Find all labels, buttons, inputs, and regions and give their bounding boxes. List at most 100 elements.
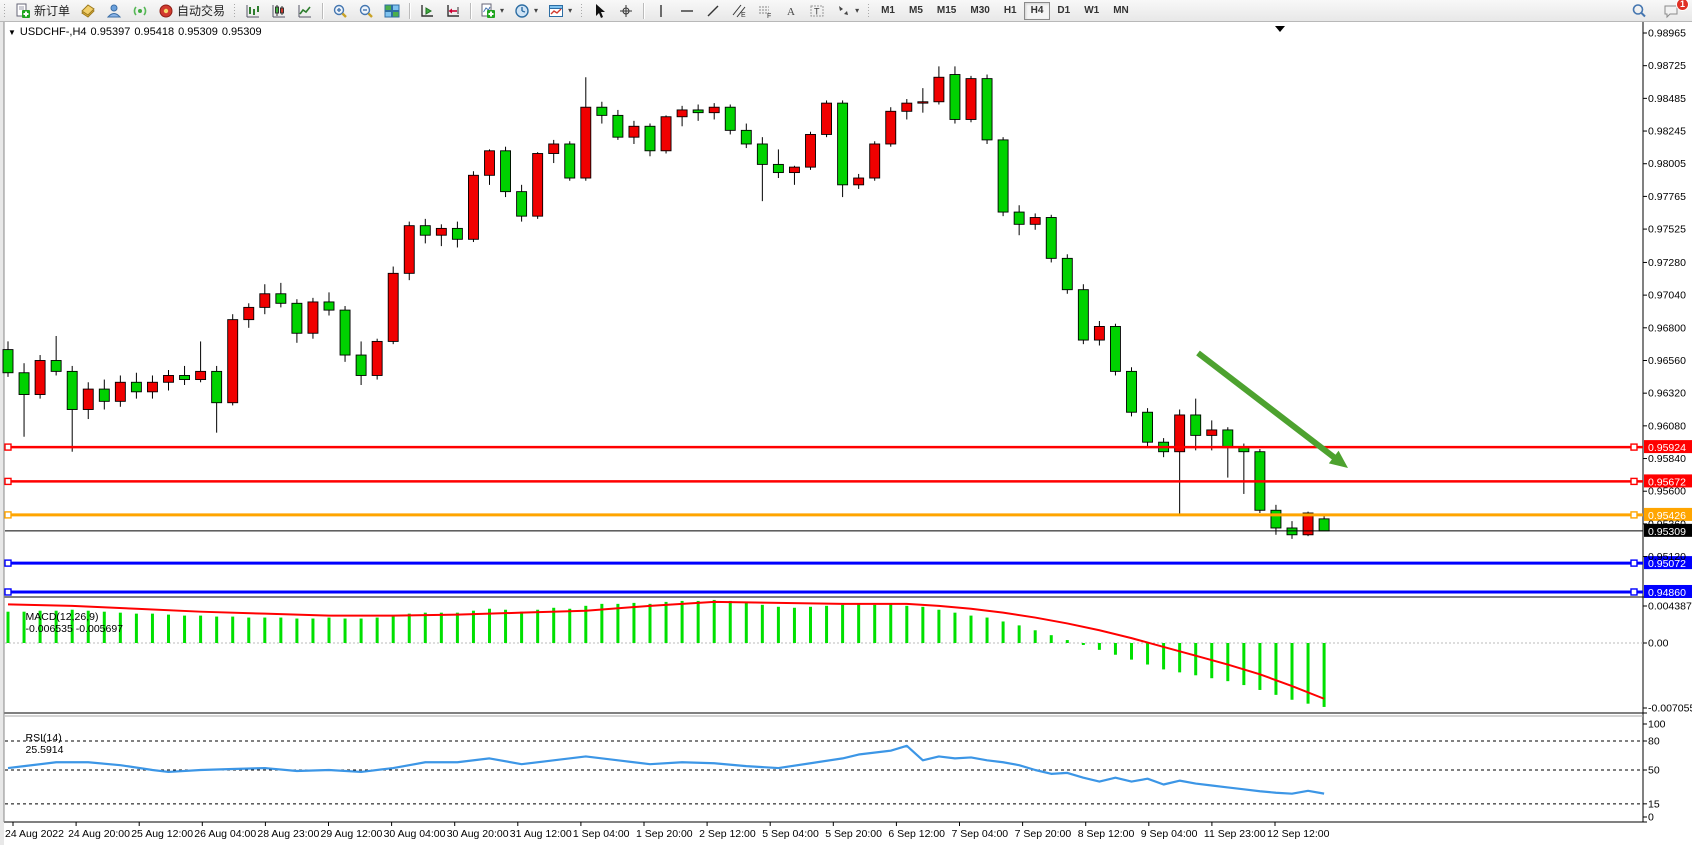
- svg-text:0.97525: 0.97525: [1648, 224, 1686, 236]
- signal-button[interactable]: [127, 1, 153, 21]
- bull-candle: [660, 116, 672, 152]
- new-order-label: 新订单: [34, 4, 71, 18]
- price-badge-text: 0.94860: [1648, 587, 1686, 599]
- chart-bars-button[interactable]: [240, 1, 266, 21]
- bull-candle: [259, 293, 271, 308]
- time-axis-label: 2 Sep 12:00: [699, 828, 756, 840]
- templates-icon: [548, 3, 564, 19]
- bull-candle: [933, 76, 945, 103]
- bear-candle: [500, 150, 511, 193]
- templates-button[interactable]: ▾: [543, 1, 577, 21]
- text-button[interactable]: A: [778, 1, 804, 21]
- bull-candle: [1206, 429, 1218, 436]
- trendline-button[interactable]: [700, 1, 726, 21]
- bear-candle: [451, 227, 463, 240]
- bear-candle: [339, 309, 351, 356]
- chart-candles-icon: [271, 3, 287, 19]
- svg-text:0.96560: 0.96560: [1648, 355, 1686, 367]
- toolbar-grip[interactable]: [580, 2, 585, 19]
- market-watch-button[interactable]: [75, 1, 101, 21]
- time-axis-label: 31 Aug 12:00: [510, 828, 572, 840]
- symbol-menu-icon[interactable]: ▼: [8, 27, 16, 37]
- down-arrow-annotation[interactable]: [1196, 350, 1348, 468]
- hline-icon: [679, 3, 695, 19]
- chart-line-button[interactable]: [292, 1, 318, 21]
- chart-area[interactable]: 0.95924 0.95672 0.95426 0.95072 0.94860 0.953…: [0, 22, 1692, 845]
- price-badge: [1644, 474, 1692, 488]
- time-axis-label: 24 Aug 20:00: [68, 828, 130, 840]
- timeframe-m30-button[interactable]: M30: [970, 5, 990, 16]
- data-window-button[interactable]: [101, 1, 127, 21]
- bull-candle: [146, 381, 158, 393]
- crosshair-icon: [618, 3, 634, 19]
- time-axis-label: 12 Sep 12:00: [1267, 828, 1330, 840]
- bull-candle: [484, 150, 495, 176]
- text-icon: A: [783, 3, 799, 19]
- rsi-name: RSI(14): [25, 732, 62, 744]
- fibonacci-button[interactable]: F: [752, 1, 778, 21]
- bear-candle: [355, 354, 367, 376]
- text-label-icon: T: [809, 3, 825, 19]
- cursor-button[interactable]: [587, 1, 613, 21]
- timeframe-h1-button[interactable]: H1: [1003, 5, 1017, 16]
- horizontal-line-objects[interactable]: 0.95924 0.95672 0.95426 0.95072 0.94860: [4, 440, 1692, 599]
- periods-icon: [514, 3, 530, 19]
- chart-shift-button[interactable]: [440, 1, 466, 21]
- equidistant-channel-button[interactable]: E: [726, 1, 752, 21]
- chart-candles-button[interactable]: [266, 1, 292, 21]
- bear-candle: [1061, 257, 1073, 291]
- svg-text:80: 80: [1648, 735, 1660, 747]
- vertical-line-button[interactable]: [648, 1, 674, 21]
- periods-button[interactable]: ▾: [509, 1, 543, 21]
- toolbar-grip[interactable]: [3, 2, 7, 19]
- arrows-button[interactable]: ▾: [830, 1, 864, 21]
- timeframe-m15-button[interactable]: M15: [936, 5, 957, 16]
- horizontal-line-button[interactable]: [674, 1, 700, 21]
- chart-shift-marker[interactable]: [1275, 26, 1285, 32]
- bear-candle: [596, 106, 608, 116]
- auto-scroll-icon: [419, 3, 435, 19]
- svg-text:0.98965: 0.98965: [1648, 28, 1686, 40]
- text-label-button[interactable]: T: [804, 1, 830, 21]
- bear-candle: [1142, 411, 1154, 443]
- bull-candle: [82, 388, 94, 410]
- candlestick-series[interactable]: [2, 66, 1330, 539]
- auto-scroll-button[interactable]: [414, 1, 440, 21]
- timeframe-w1-button[interactable]: W1: [1084, 5, 1100, 16]
- line-handle: [1630, 477, 1638, 486]
- tile-windows-icon: [384, 3, 400, 19]
- svg-text:0.98485: 0.98485: [1648, 93, 1686, 105]
- timeframe-h4-button[interactable]: H4: [1023, 1, 1051, 20]
- zoom-out-button[interactable]: [353, 1, 379, 21]
- bear-candle: [1045, 217, 1057, 259]
- svg-text:0.98245: 0.98245: [1648, 126, 1686, 138]
- crosshair-button[interactable]: [613, 1, 639, 21]
- macd-values: -0.006535 -0.005697: [25, 623, 124, 635]
- bear-candle: [612, 114, 624, 138]
- bull-candle: [1174, 414, 1186, 453]
- toolbar-grip[interactable]: [233, 2, 238, 19]
- autotrade-button[interactable]: 自动交易: [153, 1, 230, 21]
- tile-windows-button[interactable]: [379, 1, 405, 21]
- svg-text:0.98005: 0.98005: [1648, 158, 1686, 170]
- zoom-in-button[interactable]: [327, 1, 353, 21]
- current-price-line: 0.95309: [5, 523, 1692, 538]
- timeframe-d1-button[interactable]: D1: [1057, 5, 1071, 16]
- bull-candle: [468, 174, 479, 240]
- line-handle: [1630, 511, 1638, 519]
- indicators-button[interactable]: ▾: [475, 1, 509, 21]
- bear-candle: [1013, 211, 1025, 225]
- svg-text:0.96800: 0.96800: [1648, 322, 1686, 334]
- time-axis-label: 26 Aug 04:00: [194, 828, 256, 840]
- search-button[interactable]: [1626, 1, 1652, 21]
- timeframe-mn-button[interactable]: MN: [1113, 5, 1129, 16]
- notifications-button[interactable]: 1: [1658, 0, 1689, 21]
- time-axis-label: 6 Sep 12:00: [888, 828, 945, 840]
- chart-canvas[interactable]: 0.95924 0.95672 0.95426 0.95072 0.94860 0.953…: [0, 22, 1692, 845]
- time-axis[interactable]: 24 Aug 2022 24 Aug 20:00 25 Aug 12:00 26 Au…: [5, 822, 1330, 840]
- toolbar-grip[interactable]: [867, 2, 872, 19]
- time-axis-label: 5 Sep 04:00: [762, 828, 819, 840]
- timeframe-m1-button[interactable]: M1: [881, 5, 895, 16]
- new-order-button[interactable]: 新订单: [10, 1, 75, 21]
- timeframe-m5-button[interactable]: M5: [909, 5, 923, 16]
